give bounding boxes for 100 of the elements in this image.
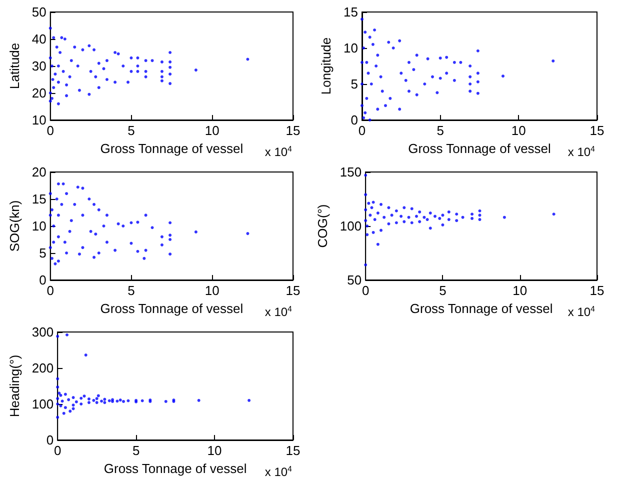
point xyxy=(380,202,383,206)
point xyxy=(365,96,368,100)
point xyxy=(368,118,372,122)
point xyxy=(373,218,376,222)
point xyxy=(364,111,367,114)
point xyxy=(370,82,373,86)
point xyxy=(80,402,83,406)
point xyxy=(415,54,418,57)
point xyxy=(64,406,67,410)
point xyxy=(364,193,368,196)
point xyxy=(94,232,98,236)
point xyxy=(452,60,456,64)
point xyxy=(56,182,60,186)
point xyxy=(461,216,464,219)
point xyxy=(89,230,92,233)
point xyxy=(402,220,406,224)
point xyxy=(70,219,73,222)
x-tick-label: 10 xyxy=(204,283,220,298)
point xyxy=(476,80,480,84)
point xyxy=(97,252,100,254)
point xyxy=(364,263,368,266)
x-tick-label: 10 xyxy=(207,443,222,458)
point xyxy=(394,221,398,224)
point xyxy=(59,404,62,408)
point xyxy=(82,394,86,398)
point xyxy=(372,230,375,234)
y-tick-label: 100 xyxy=(32,396,54,412)
point xyxy=(66,333,69,336)
y-tick-label: 200 xyxy=(32,360,54,376)
point xyxy=(87,401,90,404)
point xyxy=(418,220,422,224)
x-axis-title: Gross Tonnage of vessel xyxy=(410,301,553,316)
point xyxy=(418,210,422,214)
point xyxy=(96,394,100,398)
point xyxy=(376,242,380,246)
x-tick-label: 15 xyxy=(286,123,300,138)
point xyxy=(370,206,374,210)
point xyxy=(114,248,117,252)
point xyxy=(468,82,472,86)
y-tick-label: 15 xyxy=(32,192,46,206)
x-tick-label: 5 xyxy=(128,123,135,138)
point xyxy=(92,256,96,259)
point xyxy=(368,214,372,217)
point xyxy=(116,222,120,226)
point xyxy=(502,216,506,219)
point xyxy=(441,214,444,217)
point xyxy=(438,216,442,220)
point xyxy=(59,394,62,397)
point xyxy=(455,212,458,216)
x-axis-title: Gross Tonnage of vessel xyxy=(100,141,244,156)
point xyxy=(428,226,432,230)
point xyxy=(194,230,198,234)
y-tick-label: 20 xyxy=(32,164,46,180)
point xyxy=(366,224,369,228)
y-tick-label: 40 xyxy=(32,32,46,46)
point xyxy=(502,74,504,78)
point xyxy=(400,214,403,218)
x-axis-title: Gross Tonnage of vessel xyxy=(408,141,552,156)
point xyxy=(402,206,406,210)
point xyxy=(100,400,104,403)
point xyxy=(408,90,410,93)
point xyxy=(95,397,98,400)
point xyxy=(552,212,556,216)
point xyxy=(50,256,54,260)
y-tick-label: 5 xyxy=(350,76,358,92)
point xyxy=(382,216,386,219)
point xyxy=(62,182,65,186)
point xyxy=(398,108,402,111)
x-tick-label: 5 xyxy=(128,283,135,298)
x-tick-label: 15 xyxy=(590,123,604,138)
point xyxy=(455,219,458,222)
point xyxy=(68,230,72,233)
point xyxy=(103,398,106,401)
y-tick-label: 30 xyxy=(32,58,46,74)
y-tick-label: 50 xyxy=(32,4,46,20)
x-axis-title: Gross Tonnage of vessel xyxy=(104,461,247,476)
point xyxy=(400,72,403,75)
point xyxy=(360,60,364,64)
point xyxy=(390,214,394,217)
point xyxy=(60,202,64,206)
point xyxy=(366,233,369,236)
point xyxy=(80,396,83,400)
point xyxy=(48,214,52,217)
point xyxy=(366,72,370,75)
y-tick-label: 15 xyxy=(344,4,358,20)
point xyxy=(48,192,52,196)
y-tick-label: 0 xyxy=(46,432,54,448)
point xyxy=(144,214,148,217)
point xyxy=(438,56,442,60)
point xyxy=(150,226,154,230)
point xyxy=(423,82,426,86)
point xyxy=(364,219,368,222)
point xyxy=(67,398,70,402)
point xyxy=(72,396,75,400)
point xyxy=(122,224,125,228)
point xyxy=(160,235,164,238)
point xyxy=(144,248,148,252)
point xyxy=(360,18,364,21)
point xyxy=(122,400,126,403)
point xyxy=(130,242,133,245)
